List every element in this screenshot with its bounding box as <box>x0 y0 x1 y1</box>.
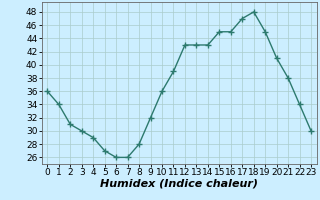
X-axis label: Humidex (Indice chaleur): Humidex (Indice chaleur) <box>100 179 258 189</box>
